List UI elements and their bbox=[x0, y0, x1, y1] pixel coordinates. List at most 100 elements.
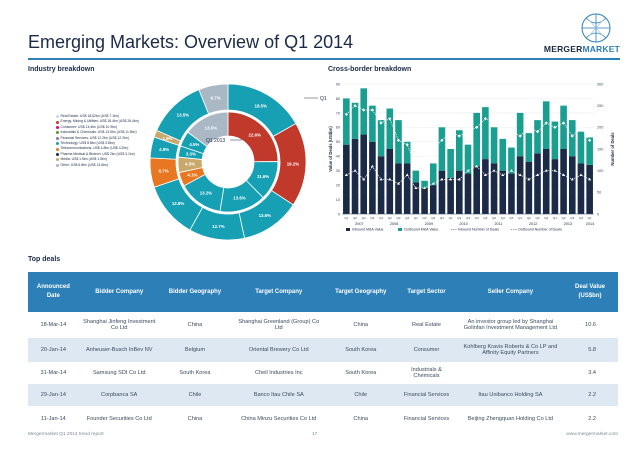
x-tick-label: Q1 bbox=[449, 216, 453, 220]
outbound-deals-marker bbox=[449, 177, 453, 181]
year-label: 2008 bbox=[390, 222, 398, 226]
x-tick-label: Q3 bbox=[362, 216, 366, 220]
legend-swatch bbox=[56, 136, 59, 140]
inbound-value-bar bbox=[516, 156, 524, 214]
table-cell: 20-Jan-14 bbox=[28, 338, 79, 362]
y-tick-label: 20 bbox=[336, 184, 340, 188]
outbound-value-bar bbox=[534, 120, 541, 154]
column-header[interactable]: Target Geography bbox=[327, 272, 395, 312]
legend-label: Industrials & Chemicals: US$ 13.5bn (US$… bbox=[60, 130, 137, 135]
table-cell: 18-Mar-14 bbox=[28, 312, 79, 338]
footer-url[interactable]: www.mergermarket.com bbox=[566, 432, 618, 437]
x-tick-label: Q2 bbox=[492, 216, 496, 220]
legend-label: Consumer: US$ 14.4bn (US$ 10.9bn) bbox=[60, 124, 118, 129]
outer-ring-label: 13.5% bbox=[177, 113, 190, 118]
outbound-value-bar bbox=[464, 144, 472, 174]
inbound-value-bar bbox=[586, 164, 593, 214]
x-tick-label: Q4 bbox=[579, 216, 583, 220]
footer-page-number: 17 bbox=[312, 432, 318, 437]
inbound-deals-marker bbox=[527, 125, 531, 129]
x-tick-label: Q2 bbox=[388, 216, 392, 220]
outbound-deals-marker bbox=[353, 169, 357, 172]
column-header[interactable]: Target Company bbox=[230, 272, 328, 312]
outbound-deals-marker bbox=[466, 169, 470, 172]
table-cell: Consumer bbox=[394, 338, 459, 362]
legend-item: Telecommunications: US$ 4.8bn (US$ 4.2bn… bbox=[56, 146, 139, 151]
cross-border-heading: Cross-border breakdown bbox=[328, 66, 412, 73]
legend-swatch bbox=[56, 163, 59, 167]
legend-swatch bbox=[56, 142, 59, 146]
table-cell: 10.6 bbox=[562, 312, 618, 338]
outer-ring-label: 6.7% bbox=[159, 168, 169, 173]
industry-donut-chart: 18.5% 19.2% 13.6% 12.7% 12.8% 6.7% 4.8% 1.6% 13.… bbox=[149, 83, 328, 241]
legend-swatch bbox=[56, 147, 59, 151]
outbound-value-bar bbox=[551, 121, 559, 160]
inner-ring-label: 13.5% bbox=[205, 126, 218, 131]
y-tick-label: 40 bbox=[336, 155, 340, 159]
chart-legend-swatch bbox=[398, 228, 402, 231]
inbound-value-bar bbox=[551, 159, 559, 214]
industry-legend: Real Estate: US$ 18.62bn (US$ 7.1bn) Ener… bbox=[56, 114, 139, 168]
column-header[interactable]: Deal Value (US$bn) bbox=[562, 272, 618, 312]
y2-tick-label: 250 bbox=[597, 104, 603, 108]
table-row: 29-Jan-14 Corpbanca SA Chile Banco Itau Chi… bbox=[28, 384, 618, 406]
outbound-value-bar bbox=[499, 138, 507, 171]
x-tick-label: Q3 bbox=[466, 216, 470, 220]
inbound-deals-marker bbox=[501, 117, 505, 121]
x-tick-label: Q3 bbox=[431, 216, 435, 220]
x-tick-label: Q1 bbox=[518, 216, 522, 220]
legend-swatch bbox=[56, 158, 59, 162]
legend-item: Pharma Medical & Biotech: US$ 2bn (US$ 3… bbox=[56, 152, 139, 157]
outbound-deals-marker bbox=[553, 169, 557, 172]
x-tick-label: Q4 bbox=[440, 216, 444, 220]
column-header[interactable]: Bidder Company bbox=[78, 272, 160, 312]
chart-legend-swatch bbox=[346, 228, 350, 231]
inbound-value-bar bbox=[482, 159, 489, 214]
inbound-value-bar bbox=[577, 163, 585, 214]
inbound-deals-marker bbox=[579, 125, 583, 129]
outbound-value-bar bbox=[429, 163, 437, 186]
inbound-value-bar bbox=[403, 163, 411, 214]
column-header[interactable]: Announced Date bbox=[28, 272, 79, 312]
outbound-deals-marker bbox=[388, 177, 392, 181]
x-tick-label: Q3 bbox=[501, 216, 505, 220]
outbound-value-bar bbox=[438, 127, 446, 171]
table-cell: Cheil Industries Inc bbox=[230, 362, 328, 384]
inbound-deals-marker bbox=[379, 121, 383, 125]
column-header[interactable]: Target Sector bbox=[394, 272, 459, 312]
legend-label: Media: US$ 1.5bn (US$ 1.5bn) bbox=[60, 157, 107, 162]
outbound-deals-marker bbox=[483, 173, 487, 176]
outer-ring-year-label: Q1 2014 bbox=[320, 96, 328, 102]
outbound-deals-marker bbox=[362, 177, 366, 181]
table-cell: Anheuser-Busch InBev NV bbox=[78, 338, 160, 362]
y-tick-label: 30 bbox=[336, 169, 340, 173]
inbound-value-bar bbox=[534, 153, 541, 214]
table-cell: Chile bbox=[159, 384, 231, 406]
mergermarket-logo bbox=[581, 13, 611, 43]
column-header[interactable]: Seller Company bbox=[458, 272, 563, 312]
table-cell: Corpbanca SA bbox=[78, 384, 160, 406]
inner-ring-label: 3.3% bbox=[186, 151, 196, 156]
column-header[interactable]: Bidder Geography bbox=[159, 272, 231, 312]
outbound-value-bar bbox=[351, 102, 359, 139]
x-tick-label: Q4 bbox=[370, 216, 374, 220]
x-tick-label: Q4 bbox=[405, 216, 409, 220]
y2-tick-label: 100 bbox=[597, 169, 603, 173]
x-tick-label: Q1 bbox=[414, 216, 418, 220]
table-cell: Belgium bbox=[159, 338, 231, 362]
inbound-value-bar bbox=[447, 177, 454, 214]
table-cell: 11-Jan-14 bbox=[28, 406, 79, 432]
inner-ring-label: 22.6% bbox=[249, 133, 262, 138]
legend-swatch bbox=[56, 153, 59, 157]
y2-tick-label: 200 bbox=[597, 126, 603, 130]
legend-item: Industrials & Chemicals: US$ 13.5bn (US$… bbox=[56, 130, 139, 135]
table-cell: 31-Mar-14 bbox=[28, 362, 79, 384]
x-tick-label: Q2 bbox=[527, 216, 531, 220]
inbound-value-bar bbox=[456, 170, 463, 214]
table-row: 18-Mar-14 Shanghai Jinfeng Investment Co … bbox=[28, 312, 618, 338]
x-tick-label: Q1 bbox=[588, 216, 592, 220]
outbound-deals-marker bbox=[423, 186, 427, 189]
table-cell: China bbox=[159, 406, 231, 432]
table-row: 11-Jan-14 Founder Securities Co Ltd China C… bbox=[28, 406, 618, 432]
legend-label: Technology: US$ 8.8bn (US$ 3.8bn) bbox=[60, 141, 115, 146]
